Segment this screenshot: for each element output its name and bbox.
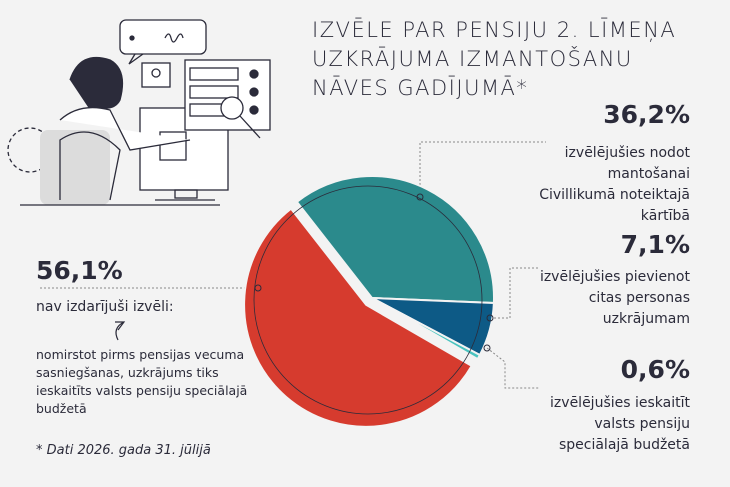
title-line: IZVĒLE PAR PENSIJU 2. LĪMEŅA (312, 18, 677, 42)
pie (243, 175, 495, 428)
footnote: * Dati 2026. gada 31. jūlijā (36, 443, 211, 458)
leader-lines (40, 141, 546, 389)
title-line: UZKRĀJUMA IZMANTOŠANU (312, 47, 633, 71)
illustration (7, 19, 271, 206)
value-label: 56,1% (36, 256, 123, 285)
annotation: nomirstot pirms pensijas vecuma sasniegš… (36, 347, 248, 416)
title-line: NĀVES GADĪJUMĀ* (312, 76, 529, 100)
value-label: 36,2% (603, 100, 690, 129)
pie-slice (243, 207, 474, 428)
category-label: nav izdarījuši izvēli: (36, 299, 174, 315)
category-label: izvēlējušies nodot mantošanai Civillikum… (539, 145, 690, 224)
inner-ring (253, 185, 483, 415)
category-label: izvēlējušies ieskaitīt valsts pensiju sp… (550, 395, 690, 453)
value-label: 0,6% (620, 355, 690, 384)
pie-slice (295, 175, 495, 304)
title: IZVĒLE PAR PENSIJU 2. LĪMEŅA UZKRĀJUMA I… (312, 16, 676, 103)
value-label: 7,1% (620, 230, 690, 259)
pie-slice (371, 297, 482, 361)
category-label: izvēlējušies pievienot citas personas uz… (539, 269, 690, 327)
leader-dots (254, 193, 494, 352)
